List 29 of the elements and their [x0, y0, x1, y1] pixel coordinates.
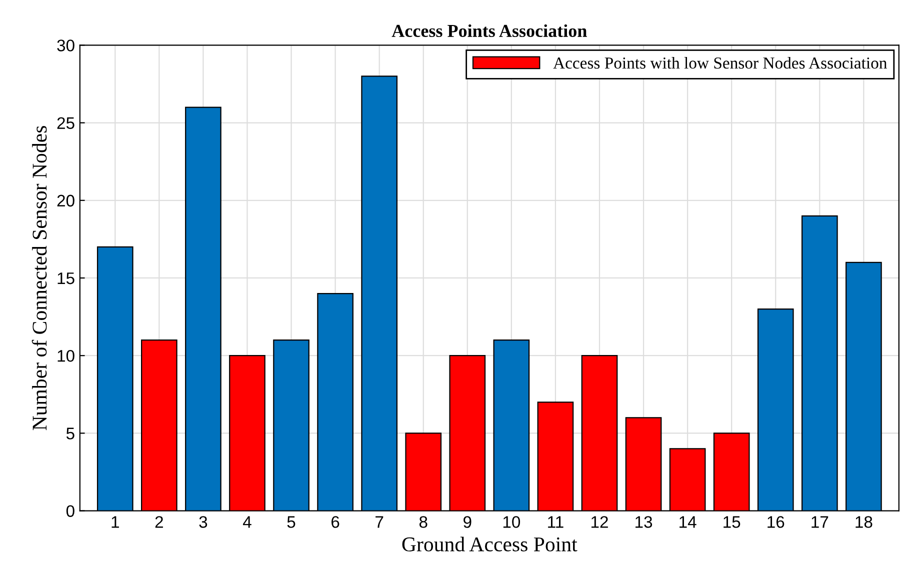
x-tick-label: 17 — [812, 516, 828, 528]
x-tick-label: 1 — [112, 516, 119, 528]
y-tick-label: 10 — [58, 350, 74, 362]
x-axis-title: Ground Access Point — [402, 536, 578, 552]
x-tick-label: 6 — [332, 516, 340, 528]
y-tick-label: 15 — [58, 272, 74, 284]
x-tick-label: 18 — [856, 516, 872, 528]
x-tick-label: 14 — [680, 516, 696, 528]
y-tick-label: 20 — [57, 194, 74, 207]
y-tick-label: 25 — [57, 117, 74, 129]
x-tick-label: 8 — [419, 516, 428, 528]
x-tick-label: 16 — [768, 516, 784, 528]
legend-label: Access Points with low Sensor Nodes Association — [553, 56, 887, 69]
x-tick-label: 7 — [376, 516, 384, 528]
x-tick-label: 15 — [724, 516, 740, 528]
y-tick-label: 5 — [66, 428, 74, 440]
x-tick-label: 3 — [199, 516, 208, 528]
x-tick-label: 11 — [548, 516, 564, 528]
x-tick-label: 13 — [636, 516, 652, 528]
x-tick-label: 9 — [464, 516, 472, 528]
y-tick-label: 0 — [66, 505, 74, 517]
x-tick-label: 5 — [287, 516, 296, 528]
x-tick-label: 4 — [242, 516, 252, 528]
y-tick-label: 30 — [57, 40, 74, 52]
x-tick-label: 12 — [591, 516, 608, 528]
chart-title: Access Points Association — [392, 24, 587, 38]
x-tick-label: 10 — [503, 516, 520, 528]
y-axis-title: Number of Connected Sensor Nodes — [32, 126, 47, 430]
x-tick-label: 2 — [155, 516, 163, 528]
